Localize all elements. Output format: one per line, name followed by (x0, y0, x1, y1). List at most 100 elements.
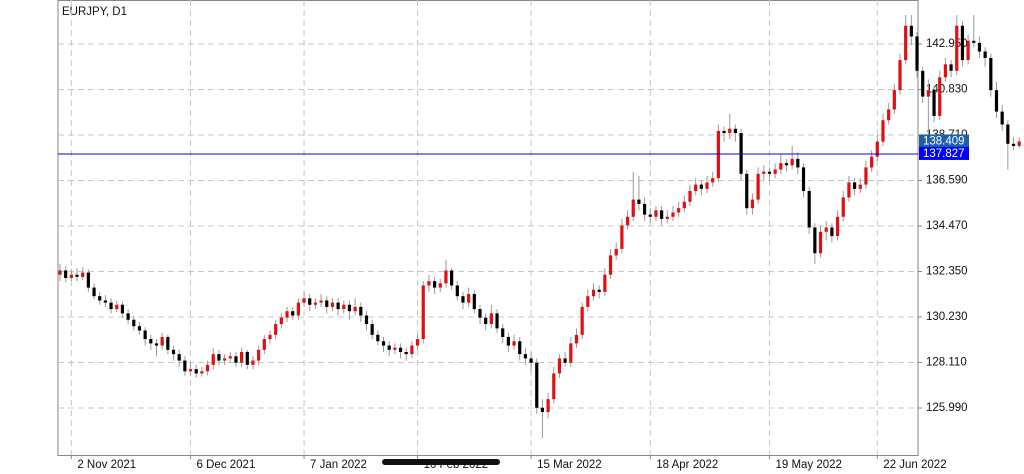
candle-body (711, 178, 715, 183)
candle-body (779, 163, 783, 170)
candle-body (154, 343, 159, 346)
hline-label: 137.827 (923, 148, 965, 160)
candle-body (750, 199, 755, 209)
y-tick-label: 128.110 (926, 357, 967, 369)
candle-body (841, 197, 845, 217)
candle-body (801, 167, 806, 192)
candle-body (807, 191, 811, 228)
last-price-box (919, 134, 969, 148)
candle-body (359, 306, 363, 316)
candle-body (535, 362, 539, 408)
candle-body (620, 225, 624, 249)
candle-body (767, 171, 772, 174)
candle-body (830, 227, 834, 237)
candle-body (915, 36, 919, 71)
candle-body (484, 317, 488, 325)
candle-body (546, 399, 550, 413)
candle-body (370, 324, 374, 335)
candle-body (336, 302, 340, 310)
chart-title: EURJPY, D1 (62, 6, 127, 18)
candle-body (279, 317, 283, 325)
candle-body (523, 354, 528, 359)
candle-body (120, 304, 125, 314)
candle-body (274, 324, 278, 335)
candle-body (694, 184, 698, 192)
y-tick-label: 136.590 (926, 175, 968, 187)
candle-body (222, 358, 227, 361)
candle-body (608, 255, 613, 275)
candle-body (353, 306, 357, 312)
candle-body (898, 60, 902, 91)
y-tick-label: 140.830 (926, 84, 968, 96)
candle-body (540, 407, 545, 413)
candle-body (591, 289, 596, 297)
candle-body (415, 339, 420, 346)
candle-body (285, 311, 289, 318)
candle-body (211, 354, 215, 365)
candle-body (654, 210, 658, 217)
candle-body (92, 287, 96, 297)
candle-body (251, 360, 255, 365)
candle-body (240, 351, 244, 363)
candle-body (529, 358, 533, 363)
candle-body (677, 208, 681, 213)
y-tick-label: 130.230 (926, 311, 968, 323)
candle-body (166, 336, 170, 350)
candle-body (580, 306, 584, 335)
x-tick-label: 2 Nov 2021 (77, 459, 136, 471)
candle-body (852, 182, 857, 189)
candle-body (699, 184, 703, 189)
candle-body (847, 182, 851, 198)
scroll-bar (382, 459, 500, 465)
candle-body (938, 77, 942, 116)
candle-body (552, 373, 556, 400)
candle-body (103, 300, 108, 303)
candle-body (245, 351, 249, 365)
candle-body (188, 369, 193, 372)
y-tick-label: 125.990 (926, 402, 968, 414)
candle-body (960, 25, 965, 61)
candle-body (217, 354, 221, 361)
candle-body (160, 336, 164, 346)
candle-body (501, 328, 505, 337)
candle-body (631, 199, 635, 217)
last-price-label: 138.409 (923, 135, 965, 147)
candle-body (835, 216, 840, 237)
hline-box (919, 146, 969, 160)
candle-body (943, 64, 948, 78)
candle-body (518, 341, 522, 355)
candle-body (557, 358, 562, 374)
candle-body (887, 109, 891, 121)
candle-body (75, 274, 79, 277)
candle-body (614, 248, 618, 256)
candles (58, 15, 1021, 438)
candle-body (597, 289, 601, 292)
candle-body (637, 199, 641, 204)
candle-body (234, 356, 238, 363)
candle-body (347, 304, 352, 312)
candle-body (966, 40, 970, 61)
candle-body (291, 311, 295, 316)
y-tick-label: 134.470 (926, 220, 968, 232)
candle-body (716, 130, 720, 179)
grid (58, 0, 918, 455)
x-tick-label: 6 Dec 2021 (197, 459, 256, 471)
candle-body (302, 298, 306, 303)
candle-body (705, 182, 709, 189)
candle-body (875, 141, 879, 157)
candle-body (818, 231, 823, 254)
candle-body (183, 360, 187, 372)
candle-body (904, 25, 908, 61)
x-tick-label: 15 Mar 2022 (537, 459, 602, 471)
candle-body (773, 169, 777, 174)
plot-frame (57, 0, 919, 456)
candle-body (603, 274, 607, 292)
candle-body (438, 283, 442, 288)
candle-body (313, 302, 318, 305)
candle-body (398, 347, 403, 352)
candle-body (932, 90, 936, 116)
candle-body (574, 334, 579, 344)
candle-body (296, 302, 300, 316)
candle-body (642, 203, 647, 215)
